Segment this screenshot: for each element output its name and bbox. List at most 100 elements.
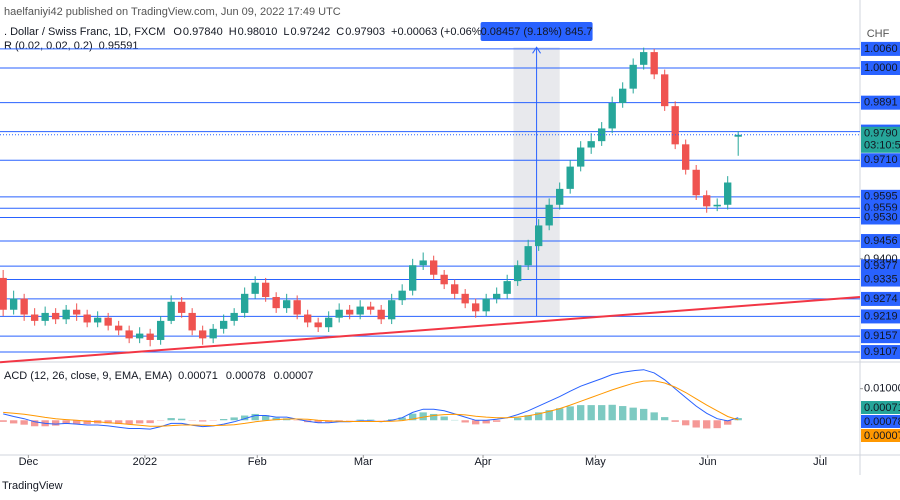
candle-body (240, 293, 249, 313)
trendline (0, 296, 861, 364)
candle-body (514, 265, 522, 282)
macd-value-label: 0.00078 (864, 416, 900, 428)
macd-value-label: 0.00071 (864, 402, 900, 414)
macd-histogram-bar (640, 408, 648, 421)
macd-histogram-bar (177, 418, 186, 421)
symbol: . Dollar / Swiss Franc, 1D, FXCM (4, 26, 165, 38)
macd-histogram-bar (30, 420, 39, 427)
level-label-box (861, 189, 900, 204)
candle-body (335, 309, 343, 318)
last-price-label: 0.9790 (864, 128, 898, 140)
macd-histogram-bar (713, 420, 721, 429)
level-label: 0.9335 (864, 273, 898, 285)
candle-body (30, 314, 39, 321)
candle-body (472, 303, 480, 312)
x-tick-label: May (585, 456, 606, 468)
sar-value: 0.95591 (99, 40, 139, 52)
macd-histogram-bar (230, 417, 238, 421)
level-label: 0.9456 (864, 235, 898, 247)
level-label: 1.0000 (864, 62, 898, 74)
macd-legend-value: 0.00071 (178, 370, 218, 382)
macd-histogram-bar (51, 420, 60, 426)
level-label-box (861, 234, 900, 249)
x-tick-label: Jun (699, 456, 717, 468)
macd-line (3, 369, 739, 430)
macd-histogram-bar (0, 420, 7, 422)
candle-body (104, 317, 112, 326)
candle-body (713, 204, 721, 207)
ohlc-label: C (336, 26, 344, 38)
x-tick-label: Dec (19, 456, 39, 468)
level-label: 0.9274 (864, 293, 898, 305)
candle-body (177, 301, 186, 313)
candle-body (556, 188, 564, 205)
candle-body (482, 298, 490, 312)
macd-y-tick-label: 0.01000 (864, 383, 900, 395)
macd-histogram-bar (608, 404, 616, 421)
candle-body (629, 64, 637, 89)
candle-body (608, 102, 616, 129)
candle-body (125, 330, 133, 339)
macd-histogram-bar (9, 420, 18, 424)
macd-histogram-bar (419, 412, 427, 421)
candle-body (366, 306, 375, 310)
x-tick-label: 2022 (133, 456, 157, 468)
candle-body (146, 333, 154, 340)
ohlc-label: O (173, 26, 182, 38)
macd-histogram-bar (598, 405, 606, 421)
macd-histogram-bar (387, 419, 396, 421)
level-label-box (861, 272, 900, 287)
candle-body (692, 169, 700, 196)
macd-histogram-bar (408, 413, 417, 421)
macd-histogram-bar (167, 418, 175, 421)
level-label: 0.9219 (864, 310, 898, 322)
macd-histogram-bar (72, 420, 81, 425)
macd-histogram-bar (125, 420, 133, 425)
currency: CHF (867, 28, 890, 40)
macd-histogram-bar (20, 420, 28, 425)
macd-histogram-bar (356, 419, 364, 421)
candle-body (135, 333, 144, 339)
level-label-box (861, 309, 900, 324)
candle-body (356, 306, 364, 315)
ohlc-label: H (229, 26, 237, 38)
ohlc-value: +0.00063 (+0.06%) (391, 26, 485, 38)
candle-body (251, 282, 259, 294)
ohlc-label: L (283, 26, 289, 38)
last-price-time: 03:10:5 (864, 140, 900, 152)
candle-body (577, 147, 585, 167)
macd-histogram-bar (724, 420, 732, 425)
macd-histogram-bar (514, 417, 522, 421)
candle-body (41, 312, 49, 321)
candle-body (724, 182, 732, 205)
x-tick-label: Mar (354, 456, 373, 468)
macd-histogram-bar (650, 412, 658, 421)
candle-body (493, 293, 501, 299)
macd-histogram-bar (335, 420, 343, 421)
macd-value-box (861, 415, 900, 428)
macd-histogram-bar (240, 415, 249, 421)
candle-body (230, 312, 238, 321)
ohlc-value: 0.97840 (183, 26, 223, 38)
candle-body (734, 134, 742, 137)
x-tick-label: Feb (248, 456, 267, 468)
candle-body (419, 260, 427, 266)
candle-body (314, 322, 322, 328)
macd-histogram-bar (114, 420, 123, 425)
candle-body (303, 314, 312, 323)
level-label: 1.0060 (864, 43, 898, 55)
candle-body (671, 106, 679, 145)
x-tick-label: Jul (813, 456, 827, 468)
candle-body (587, 141, 595, 148)
ohlc-value: 0.98010 (238, 26, 278, 38)
candle-body (398, 290, 406, 301)
level-label: 0.9377 (864, 260, 898, 272)
measure-arrow-head (532, 46, 541, 54)
candle-body (545, 204, 553, 226)
candle-body (93, 317, 102, 323)
macd-histogram-bar (682, 420, 690, 426)
candle-body (156, 320, 165, 340)
macd-histogram-bar (251, 413, 259, 421)
